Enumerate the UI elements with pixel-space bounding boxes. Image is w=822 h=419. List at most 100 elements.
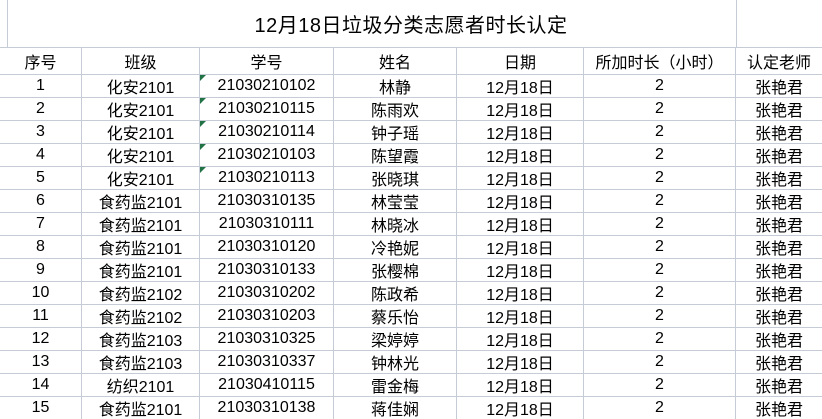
cell-teacher[interactable]: 张艳君: [736, 282, 822, 304]
cell-teacher[interactable]: 张艳君: [736, 236, 822, 258]
cell-student-id[interactable]: 21030310133: [200, 259, 334, 281]
cell-student-id[interactable]: 21030210114: [200, 121, 334, 143]
cell-class[interactable]: 食药监2101: [82, 213, 200, 235]
cell-student-id[interactable]: 21030210115: [200, 98, 334, 120]
cell-no[interactable]: 3: [0, 121, 82, 143]
cell-date[interactable]: 12月18日: [457, 397, 584, 419]
cell-name[interactable]: 张晓琪: [334, 167, 457, 189]
cell-date[interactable]: 12月18日: [457, 259, 584, 281]
cell-date[interactable]: 12月18日: [457, 144, 584, 166]
cell-teacher[interactable]: 张艳君: [736, 305, 822, 327]
cell-hours[interactable]: 2: [584, 328, 736, 350]
cell-teacher[interactable]: 张艳君: [736, 75, 822, 97]
cell-no[interactable]: 6: [0, 190, 82, 212]
cell-student-id[interactable]: 21030210102: [200, 75, 334, 97]
cell-date[interactable]: 12月18日: [457, 282, 584, 304]
cell-name[interactable]: 陈望霞: [334, 144, 457, 166]
cell-class[interactable]: 化安2101: [82, 121, 200, 143]
header-cell-date[interactable]: 日期: [457, 48, 584, 74]
cell-hours[interactable]: 2: [584, 98, 736, 120]
cell-no[interactable]: 5: [0, 167, 82, 189]
cell-name[interactable]: 雷金梅: [334, 374, 457, 396]
header-cell-hours[interactable]: 所加时长（小时）: [584, 48, 736, 74]
cell-hours[interactable]: 2: [584, 190, 736, 212]
cell-class[interactable]: 食药监2101: [82, 190, 200, 212]
cell-class[interactable]: 化安2101: [82, 144, 200, 166]
cell-student-id[interactable]: 21030310202: [200, 282, 334, 304]
cell-name[interactable]: 林静: [334, 75, 457, 97]
cell-class[interactable]: 食药监2101: [82, 397, 200, 419]
header-cell-no[interactable]: 序号: [0, 48, 82, 74]
header-cell-student-id[interactable]: 学号: [200, 48, 334, 74]
cell-no[interactable]: 14: [0, 374, 82, 396]
cell-student-id[interactable]: 21030310111: [200, 213, 334, 235]
cell-no[interactable]: 10: [0, 282, 82, 304]
cell-teacher[interactable]: 张艳君: [736, 144, 822, 166]
cell-teacher[interactable]: 张艳君: [736, 121, 822, 143]
cell-no[interactable]: 13: [0, 351, 82, 373]
cell-date[interactable]: 12月18日: [457, 374, 584, 396]
cell-name[interactable]: 林晓冰: [334, 213, 457, 235]
cell-name[interactable]: 梁婷婷: [334, 328, 457, 350]
cell-teacher[interactable]: 张艳君: [736, 351, 822, 373]
cell-class[interactable]: 化安2101: [82, 167, 200, 189]
cell-date[interactable]: 12月18日: [457, 351, 584, 373]
cell-class[interactable]: 食药监2102: [82, 305, 200, 327]
cell-date[interactable]: 12月18日: [457, 167, 584, 189]
cell-student-id[interactable]: 21030310135: [200, 190, 334, 212]
header-cell-class[interactable]: 班级: [82, 48, 200, 74]
cell-student-id[interactable]: 21030310203: [200, 305, 334, 327]
cell-date[interactable]: 12月18日: [457, 213, 584, 235]
cell-hours[interactable]: 2: [584, 351, 736, 373]
cell-hours[interactable]: 2: [584, 213, 736, 235]
header-cell-teacher[interactable]: 认定老师: [736, 48, 822, 74]
cell-teacher[interactable]: 张艳君: [736, 328, 822, 350]
cell-date[interactable]: 12月18日: [457, 98, 584, 120]
cell-name[interactable]: 张樱棉: [334, 259, 457, 281]
cell-no[interactable]: 1: [0, 75, 82, 97]
cell-class[interactable]: 纺织2101: [82, 374, 200, 396]
cell-name[interactable]: 陈政希: [334, 282, 457, 304]
cell-date[interactable]: 12月18日: [457, 190, 584, 212]
cell-name[interactable]: 蔡乐怡: [334, 305, 457, 327]
cell-hours[interactable]: 2: [584, 236, 736, 258]
cell-no[interactable]: 15: [0, 397, 82, 419]
cell-name[interactable]: 钟子瑶: [334, 121, 457, 143]
cell-student-id[interactable]: 21030210103: [200, 144, 334, 166]
cell-date[interactable]: 12月18日: [457, 305, 584, 327]
cell-no[interactable]: 2: [0, 98, 82, 120]
cell-no[interactable]: 11: [0, 305, 82, 327]
cell-teacher[interactable]: 张艳君: [736, 259, 822, 281]
cell-teacher[interactable]: 张艳君: [736, 213, 822, 235]
cell-name[interactable]: 林莹莹: [334, 190, 457, 212]
cell-hours[interactable]: 2: [584, 75, 736, 97]
cell-hours[interactable]: 2: [584, 397, 736, 419]
cell-student-id[interactable]: 21030310120: [200, 236, 334, 258]
cell-teacher[interactable]: 张艳君: [736, 190, 822, 212]
cell-hours[interactable]: 2: [584, 167, 736, 189]
cell-class[interactable]: 化安2101: [82, 75, 200, 97]
cell-class[interactable]: 食药监2103: [82, 328, 200, 350]
cell-class[interactable]: 化安2101: [82, 98, 200, 120]
cell-student-id[interactable]: 21030210113: [200, 167, 334, 189]
header-cell-name[interactable]: 姓名: [334, 48, 457, 74]
cell-date[interactable]: 12月18日: [457, 236, 584, 258]
cell-hours[interactable]: 2: [584, 259, 736, 281]
cell-date[interactable]: 12月18日: [457, 328, 584, 350]
cell-student-id[interactable]: 21030310325: [200, 328, 334, 350]
cell-hours[interactable]: 2: [584, 282, 736, 304]
cell-class[interactable]: 食药监2101: [82, 259, 200, 281]
cell-no[interactable]: 8: [0, 236, 82, 258]
cell-teacher[interactable]: 张艳君: [736, 98, 822, 120]
cell-no[interactable]: 12: [0, 328, 82, 350]
cell-hours[interactable]: 2: [584, 374, 736, 396]
cell-name[interactable]: 蒋佳娴: [334, 397, 457, 419]
cell-teacher[interactable]: 张艳君: [736, 397, 822, 419]
cell-name[interactable]: 陈雨欢: [334, 98, 457, 120]
cell-hours[interactable]: 2: [584, 144, 736, 166]
cell-teacher[interactable]: 张艳君: [736, 374, 822, 396]
cell-date[interactable]: 12月18日: [457, 75, 584, 97]
cell-no[interactable]: 4: [0, 144, 82, 166]
cell-no[interactable]: 9: [0, 259, 82, 281]
cell-date[interactable]: 12月18日: [457, 121, 584, 143]
